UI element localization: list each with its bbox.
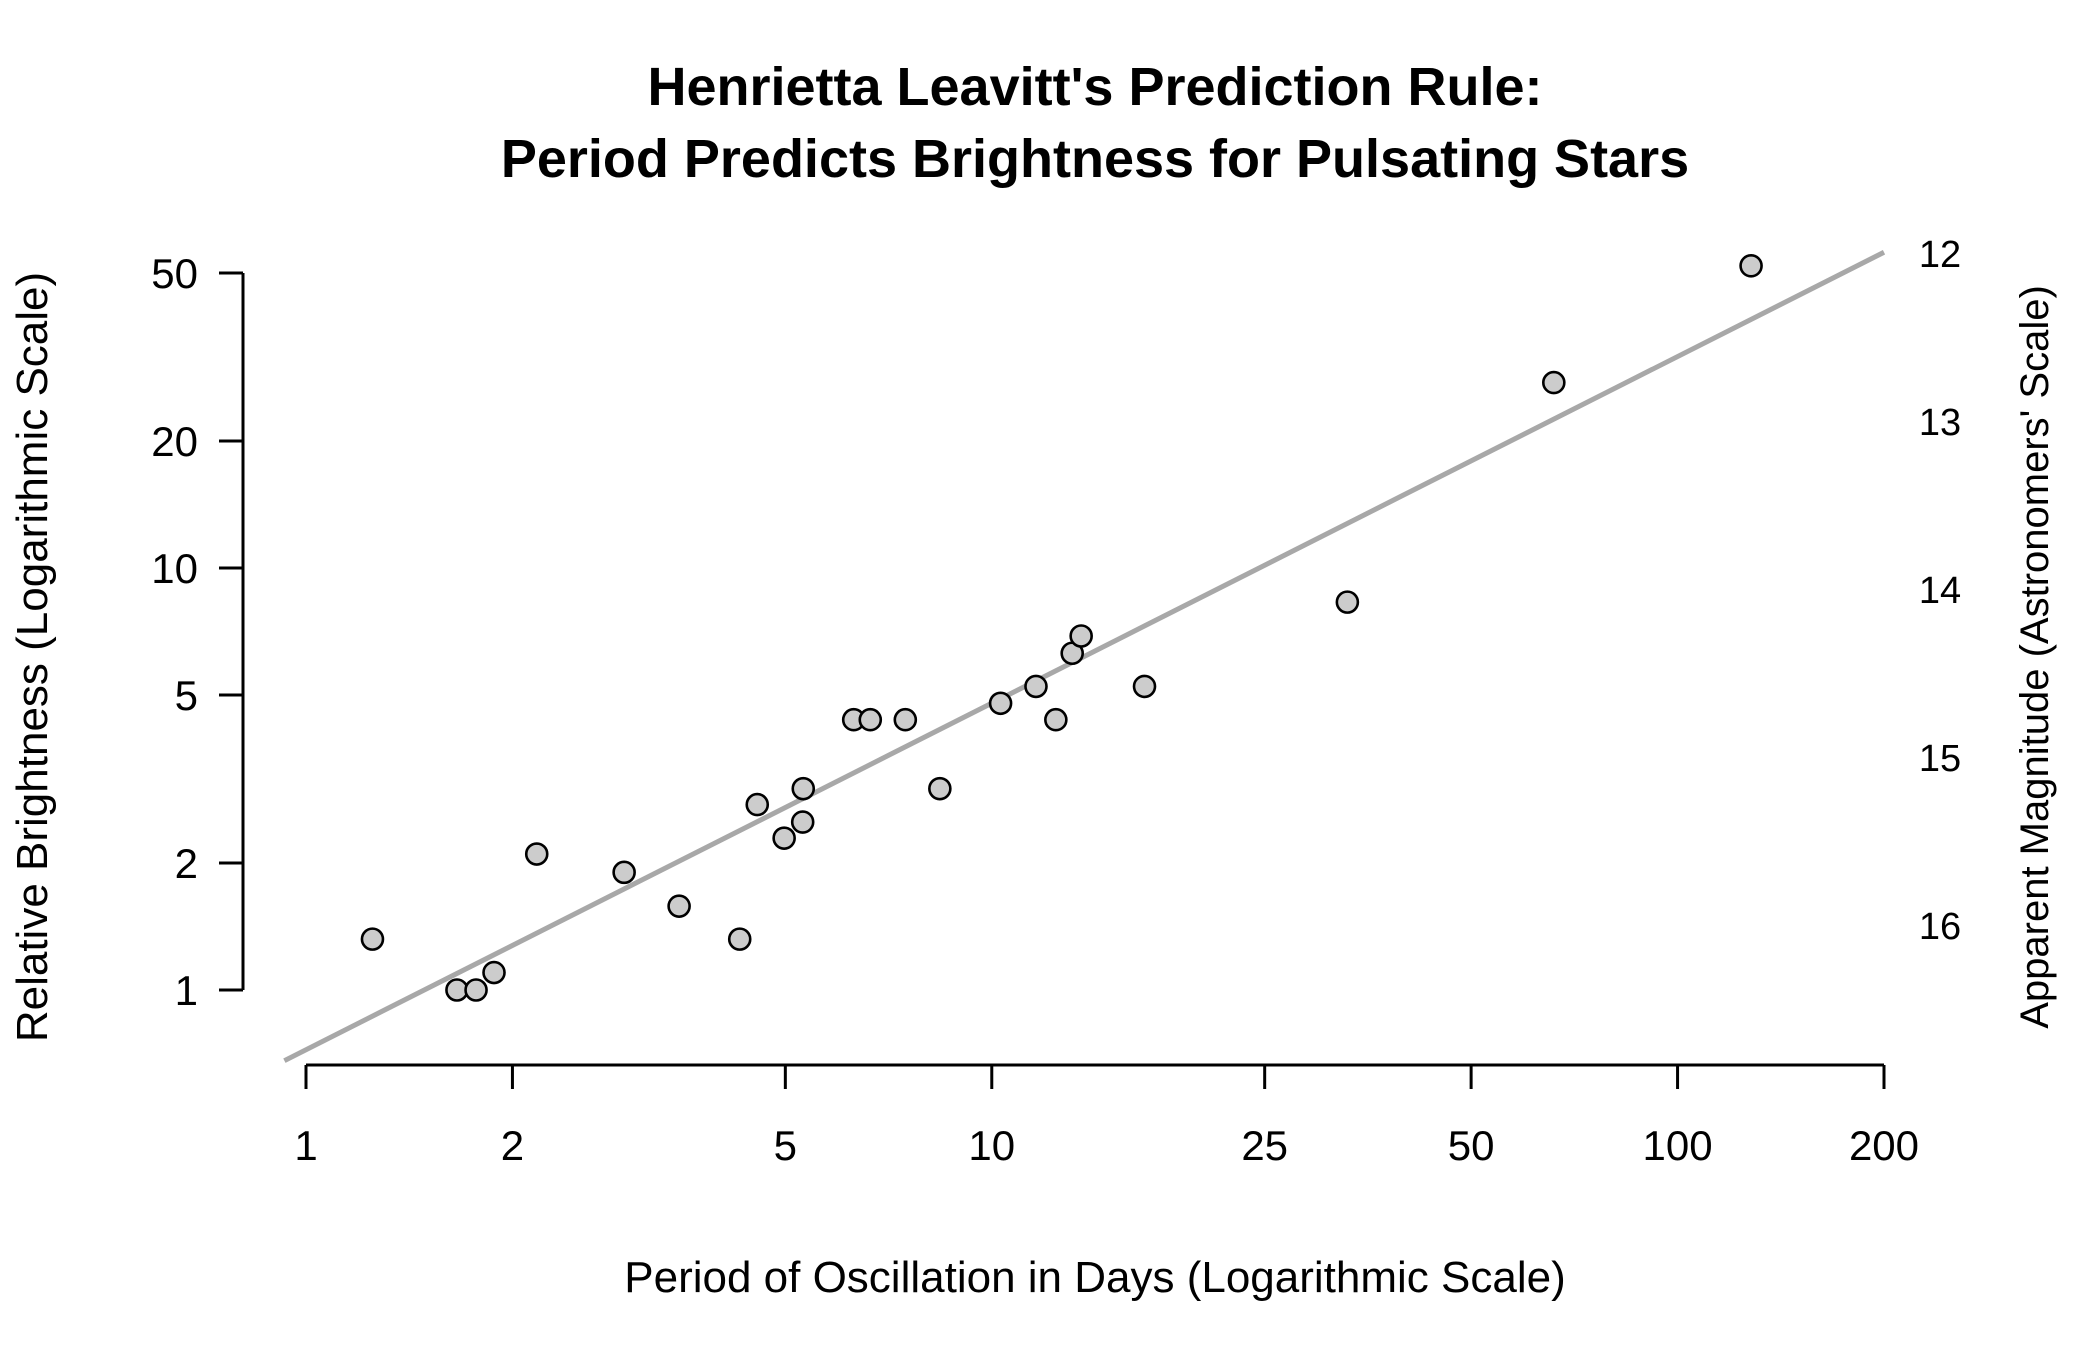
data-point [772,826,796,850]
data-point [745,792,770,817]
x-tick-label: 25 [1241,1122,1288,1169]
data-point [524,842,549,866]
x-tick-label: 100 [1643,1122,1713,1169]
y-axis-label: Relative Brightness (Logarithmic Scale) [8,272,57,1042]
y-tick-label: 5 [175,672,198,719]
data-point [1024,674,1048,699]
data-point [893,707,918,732]
x-tick-label: 1 [294,1122,317,1169]
x-tick-label: 10 [968,1122,1015,1169]
data-point [464,978,488,1002]
y-tick-label: 50 [151,250,198,297]
right-y-axis-label: Apparent Magnitude (Astronomers' Scale) [2013,285,2057,1029]
x-tick-label: 2 [501,1122,524,1169]
data-point [790,810,815,834]
data-point [791,776,816,801]
data-point [1335,590,1360,614]
data-point [1132,674,1157,699]
right-y-tick-label: 15 [1919,738,1961,780]
data-point [612,860,636,885]
chart-subtitle: Period Predicts Brightness for Pulsating… [501,129,1689,189]
x-tick-label: 50 [1448,1122,1495,1169]
data-point [1739,254,1763,278]
right-y-tick-label: 12 [1919,234,1961,276]
data-point [482,960,506,985]
data-point [1542,370,1566,395]
right-y-tick-label: 14 [1919,570,1961,612]
data-point [928,776,952,801]
x-tick-label: 5 [774,1122,797,1169]
data-point [1044,707,1068,732]
data-point [360,927,385,951]
y-tick-label: 1 [175,967,198,1014]
fit-line [283,249,1886,1063]
x-axis-label: Period of Oscillation in Days (Logarithm… [624,1253,1566,1302]
data-point [858,707,883,732]
data-point [667,894,691,918]
y-tick-label: 2 [175,840,198,887]
data-point [988,691,1013,716]
right-y-tick-label: 16 [1919,906,1961,948]
data-point [727,927,752,951]
chart-title: Henrietta Leavitt's Prediction Rule: [647,57,1542,117]
right-y-tick-label: 13 [1919,402,1961,444]
x-tick-label: 200 [1849,1122,1919,1169]
y-tick-label: 20 [151,418,198,465]
data-point [1069,624,1093,648]
y-tick-label: 10 [151,545,198,592]
